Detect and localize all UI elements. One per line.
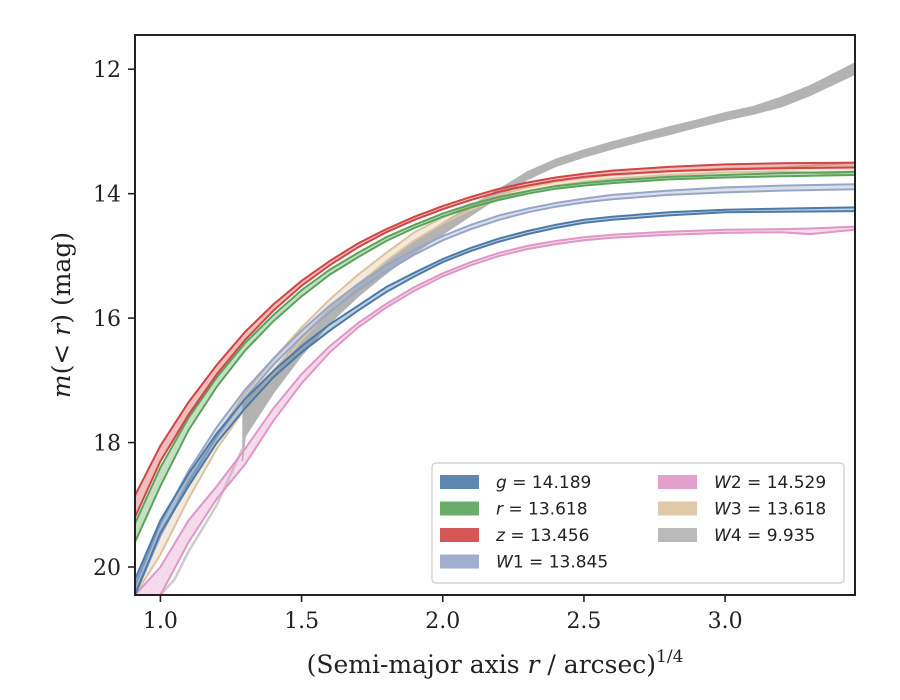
x-tick-label: 1.5 (284, 609, 319, 634)
legend-label-g: g = 14.189 (496, 473, 591, 493)
line-W2-lower (135, 228, 855, 595)
x-axis-label: (Semi-major axis r / arcsec)1/4 (307, 647, 684, 679)
line-r-upper (135, 170, 855, 524)
y-tick-label: 12 (93, 58, 121, 83)
legend-label-r: r = 13.618 (496, 500, 588, 520)
line-W2-upper (135, 225, 855, 595)
x-tick-label: 1.0 (143, 609, 178, 634)
x-tick-label: 2.0 (425, 609, 460, 634)
line-W4-extension (159, 448, 244, 595)
legend-label-z: z = 13.456 (495, 526, 589, 546)
axes: 1.0 1.5 2.0 2.5 3.0 12 14 16 18 20 (93, 34, 856, 634)
legend-label-W1: W1 = 13.845 (496, 553, 608, 573)
band-W2 (135, 226, 855, 595)
legend-label-W3: W3 = 13.618 (714, 500, 826, 520)
legend: g = 14.189 r = 13.618 z = 13.456 W1 = 13.84… (431, 462, 845, 584)
legend-swatch-g (440, 475, 479, 489)
line-W4-upper (241, 62, 855, 406)
legend-swatch-W3 (658, 501, 697, 516)
legend-swatch-W4 (658, 528, 697, 542)
line-W4-lower (241, 73, 855, 462)
legend-box (431, 462, 845, 584)
line-z-lower (135, 166, 855, 518)
legend-label-W2: W2 = 14.529 (714, 473, 826, 493)
line-g-upper (135, 206, 855, 580)
y-axis-label: m(< r) (mag) (47, 232, 76, 398)
line-W1-upper (135, 183, 855, 587)
line-z-upper (135, 161, 855, 496)
legend-swatch-W1 (440, 554, 479, 569)
y-tick-label: 18 (93, 432, 121, 457)
x-tick-label: 2.5 (566, 609, 601, 634)
legend-label-W4: W4 = 9.935 (714, 526, 815, 546)
line-g-lower (135, 210, 855, 595)
line-W3-lower (135, 170, 855, 595)
plot-area (135, 62, 855, 595)
y-tick-label: 14 (93, 183, 121, 208)
plot-frame (134, 34, 856, 596)
legend-swatch-r (440, 501, 479, 516)
legend-swatch-z (440, 528, 479, 542)
legend-swatch-W2 (658, 475, 697, 489)
x-tick-label: 3.0 (708, 609, 743, 634)
y-tick-label: 16 (93, 307, 121, 332)
y-tick-label: 20 (93, 556, 121, 581)
line-r-lower (135, 174, 855, 543)
